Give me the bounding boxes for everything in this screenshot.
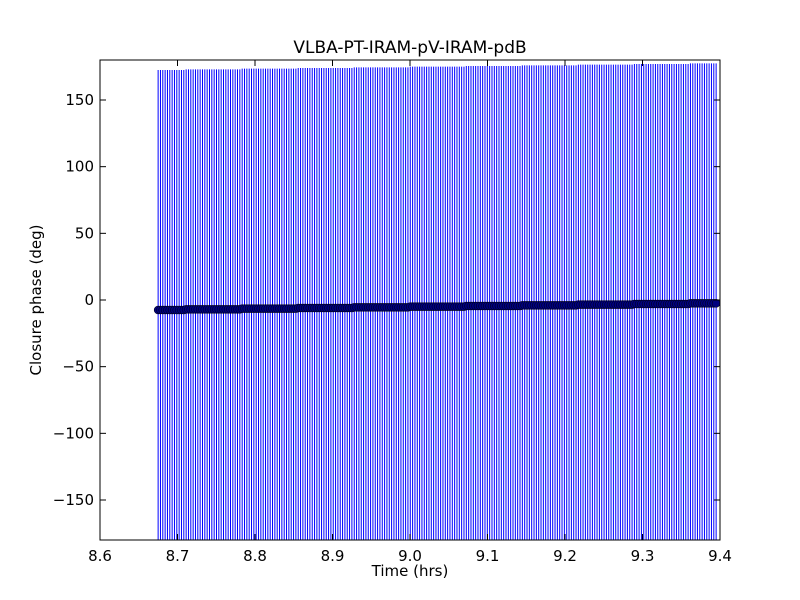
y-tick-label: −50 <box>62 358 94 376</box>
y-tick-label: −100 <box>53 424 94 442</box>
y-tick-label: −150 <box>53 491 94 509</box>
y-tick-label: 150 <box>65 91 94 109</box>
y-axis-label: Closure phase (deg) <box>27 225 45 376</box>
data-point <box>711 299 721 308</box>
x-tick-label: 9.4 <box>708 547 732 565</box>
y-axis-ticks: 150 100 50 0 −50 −100 −150 <box>53 91 720 509</box>
chart-title: VLBA-PT-IRAM-pV-IRAM-pdB <box>293 38 526 58</box>
data-points <box>153 299 721 315</box>
x-tick-label: 9.1 <box>476 547 500 565</box>
y-tick-label: 50 <box>75 224 94 242</box>
x-axis-ticks: 8.6 8.7 8.8 8.9 9.0 9.1 9.2 9.3 9.4 <box>88 60 732 565</box>
x-tick-label: 9.2 <box>553 547 577 565</box>
y-tick-label: 0 <box>84 291 94 309</box>
x-tick-label: 8.6 <box>88 547 112 565</box>
x-tick-label: 9.0 <box>398 547 422 565</box>
x-axis-label: Time (hrs) <box>371 562 449 580</box>
x-tick-label: 9.3 <box>631 547 655 565</box>
x-tick-label: 8.8 <box>243 547 267 565</box>
x-tick-label: 8.9 <box>321 547 345 565</box>
x-tick-label: 8.7 <box>166 547 190 565</box>
y-tick-label: 100 <box>65 158 94 176</box>
